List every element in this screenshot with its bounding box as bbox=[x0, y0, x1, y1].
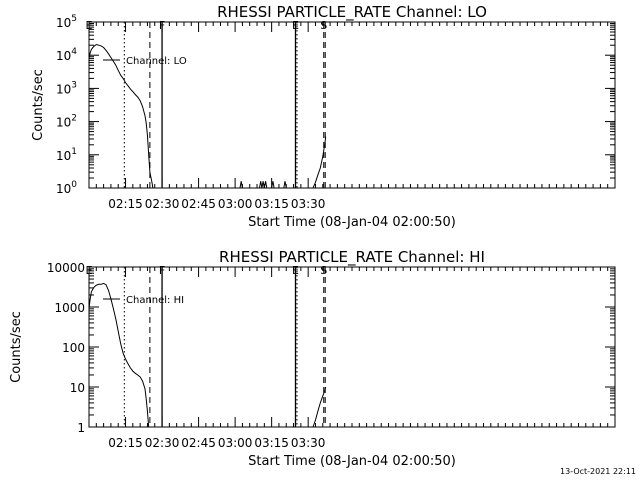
x-axis-ticks bbox=[88, 22, 616, 188]
marker-label: E bbox=[292, 19, 299, 32]
legend-label: Channel: LO bbox=[126, 56, 187, 67]
x-tick-label: 03:00 bbox=[218, 197, 253, 211]
x-axis-ticks bbox=[88, 267, 616, 427]
y-axis-title: Counts/sec bbox=[9, 311, 24, 383]
x-axis-title: Start Time (08-Jan-04 02:00:50) bbox=[248, 454, 456, 469]
plot-frame bbox=[88, 21, 616, 189]
y-tick-label: 1000 bbox=[54, 301, 85, 315]
x-tick-label: 02:30 bbox=[145, 197, 180, 211]
x-tick-label: 02:45 bbox=[181, 197, 216, 211]
marker-label: F bbox=[159, 19, 165, 32]
chart-title: RHESSI PARTICLE_RATE Channel: LO bbox=[217, 3, 487, 22]
y-tick-label: 105 bbox=[56, 14, 77, 30]
x-tick-label: 03:15 bbox=[254, 197, 289, 211]
y-tick-label: 104 bbox=[56, 47, 77, 63]
marker-label: F bbox=[159, 264, 165, 277]
y-tick-label: 100 bbox=[62, 341, 85, 355]
series-line bbox=[88, 43, 327, 189]
y-tick-label: 102 bbox=[56, 114, 77, 130]
x-tick-label: 02:45 bbox=[181, 436, 216, 450]
marker-label: E bbox=[86, 19, 93, 32]
y-tick-label: 101 bbox=[56, 147, 77, 163]
y-tick-label: 100 bbox=[56, 180, 77, 196]
x-axis-title: Start Time (08-Jan-04 02:00:50) bbox=[248, 215, 456, 230]
x-tick-label: 02:15 bbox=[108, 436, 143, 450]
marker-label: S bbox=[320, 264, 327, 277]
x-tick-label: 03:30 bbox=[291, 197, 326, 211]
plot-frame bbox=[88, 266, 616, 428]
y-tick-label: 10 bbox=[70, 381, 85, 395]
panel-lo: RHESSI PARTICLE_RATE Channel: LO Start Ti… bbox=[31, 3, 616, 230]
timestamp: 13-Oct-2021 22:11 bbox=[560, 467, 636, 476]
x-tick-label: 03:30 bbox=[291, 436, 326, 450]
series-line bbox=[88, 282, 327, 428]
legend-label: Channel: HI bbox=[126, 295, 184, 306]
y-tick-label: 1 bbox=[77, 421, 85, 435]
marker-label: S bbox=[320, 19, 327, 32]
panel-hi: RHESSI PARTICLE_RATE Channel: HI Start Ti… bbox=[9, 248, 616, 469]
chart-title: RHESSI PARTICLE_RATE Channel: HI bbox=[219, 248, 485, 267]
x-tick-label: 02:15 bbox=[108, 197, 143, 211]
x-tick-label: 03:00 bbox=[218, 436, 253, 450]
x-tick-label: 03:15 bbox=[254, 436, 289, 450]
y-axis-ticks bbox=[89, 266, 615, 428]
marker-label: E bbox=[292, 264, 299, 277]
y-tick-label: 10000 bbox=[47, 261, 85, 275]
marker-label: E bbox=[86, 264, 93, 277]
y-axis-ticks bbox=[89, 21, 615, 189]
y-axis-title: Counts/sec bbox=[31, 69, 46, 141]
y-tick-label: 103 bbox=[56, 80, 77, 96]
x-tick-label: 02:30 bbox=[145, 436, 180, 450]
